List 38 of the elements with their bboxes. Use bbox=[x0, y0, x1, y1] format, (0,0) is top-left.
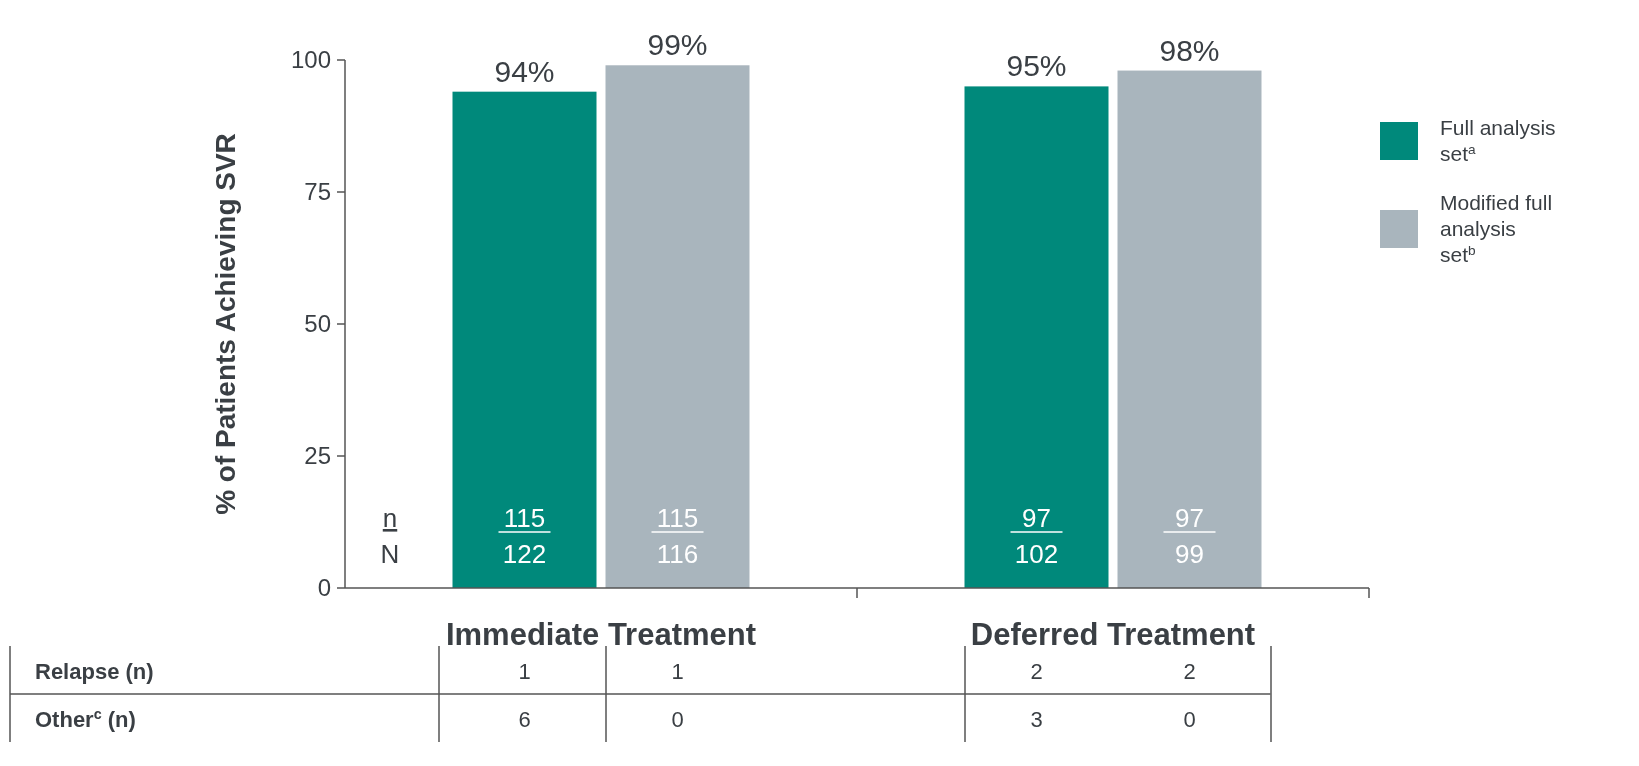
text: 3 bbox=[1030, 707, 1043, 732]
y-tick-label: 0 bbox=[317, 574, 331, 602]
y-axis-title: % of Patients Achieving SVR bbox=[210, 133, 241, 515]
y-tick-label: 100 bbox=[290, 46, 331, 74]
y-tick-label: 75 bbox=[304, 178, 331, 206]
legend-label: Full analysis set$^{a}$ bbox=[1440, 116, 1556, 166]
y-tick-label: 50 bbox=[304, 310, 331, 338]
annotation: 102 bbox=[1014, 539, 1059, 569]
bar bbox=[452, 91, 597, 588]
y-tick-label: 25 bbox=[304, 442, 331, 470]
annotation: 116 bbox=[656, 539, 699, 569]
annotation: 115 bbox=[503, 503, 546, 533]
text: 6 bbox=[518, 707, 531, 732]
annotation: n bbox=[382, 503, 398, 533]
bar bbox=[1117, 70, 1262, 588]
x-tick-label: Immediate Treatment bbox=[445, 617, 757, 652]
data-label: 95% bbox=[1006, 49, 1067, 83]
annotation: 99 bbox=[1175, 539, 1204, 569]
text: 2 bbox=[1183, 659, 1196, 684]
annotation: 97 bbox=[1022, 503, 1051, 533]
text: 2 bbox=[1030, 659, 1043, 684]
text: 1 bbox=[518, 659, 531, 684]
text: 0 bbox=[1183, 707, 1196, 732]
bar bbox=[605, 65, 750, 588]
data-label: 98% bbox=[1159, 33, 1220, 67]
annotation: N bbox=[380, 539, 400, 569]
bar bbox=[964, 86, 1109, 588]
data-label: 94% bbox=[494, 54, 555, 88]
data-label: 99% bbox=[647, 28, 708, 62]
text: Relapse (n) bbox=[35, 659, 154, 684]
text: 1 bbox=[671, 659, 684, 684]
text: Other$^{c}$ (n) bbox=[35, 706, 136, 732]
text: 0 bbox=[671, 707, 684, 732]
annotation: 122 bbox=[502, 539, 547, 569]
legend-label: Modified full analysis set$^{b}$ bbox=[1440, 191, 1553, 267]
annotation: 97 bbox=[1175, 503, 1204, 533]
x-tick-label: Deferred Treatment bbox=[970, 617, 1256, 652]
annotation: 115 bbox=[656, 503, 699, 533]
